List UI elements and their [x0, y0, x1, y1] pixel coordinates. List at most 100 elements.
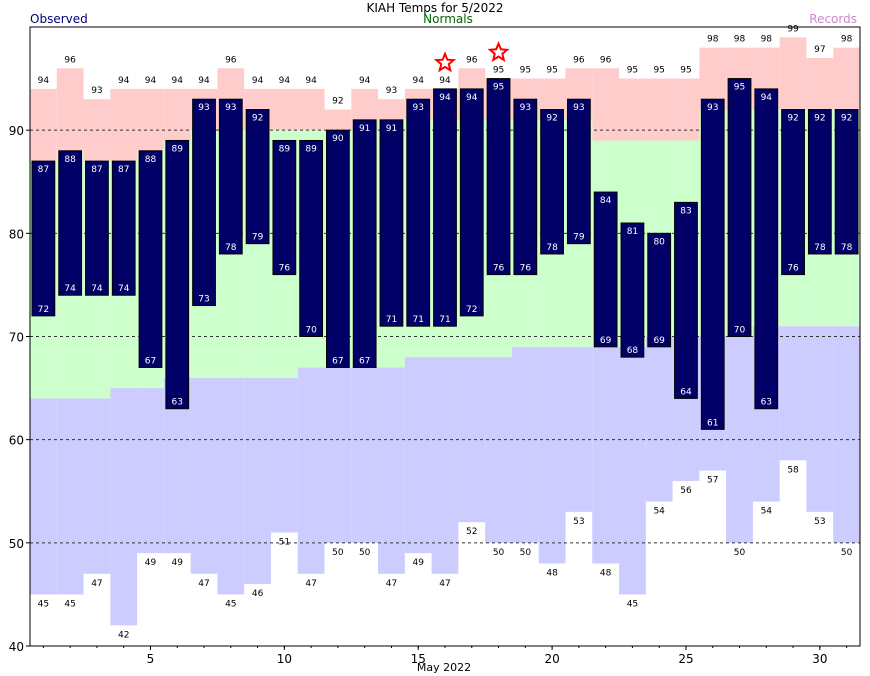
observed-bar	[540, 109, 564, 255]
record-low-band	[378, 367, 405, 574]
record-low-band	[806, 326, 834, 512]
record-low-label: 53	[573, 517, 584, 527]
observed-bar	[245, 109, 270, 245]
record-low-label: 53	[814, 517, 825, 527]
record-high-label: 95	[520, 66, 531, 76]
observed-bar	[111, 160, 136, 296]
observed-low-label: 72	[466, 305, 477, 315]
record-high-label: 95	[680, 66, 691, 76]
record-low-band	[56, 398, 84, 595]
record-low-label: 47	[439, 579, 450, 589]
record-low-label: 51	[279, 538, 290, 548]
record-low-band	[592, 346, 620, 564]
observed-high-label: 92	[546, 114, 557, 124]
observed-low-label: 74	[91, 284, 103, 294]
observed-high-label: 93	[520, 103, 531, 113]
axes: 40 50 60 70 80 90 5 10 15 20 25 30	[9, 26, 861, 666]
record-high-label: 93	[91, 86, 102, 96]
record-low-label: 45	[64, 599, 75, 609]
record-low-label: 50	[359, 548, 371, 558]
record-star	[487, 40, 510, 63]
observed-bar	[727, 78, 752, 337]
observed-low-label: 76	[493, 264, 505, 274]
observed-bar	[513, 98, 538, 276]
record-high-label: 98	[734, 35, 746, 45]
observed-high-label: 88	[64, 155, 76, 165]
record-low-band	[351, 367, 379, 543]
record-low-label: 42	[118, 630, 129, 640]
observed-low-label: 74	[64, 284, 76, 294]
observed-bar	[58, 150, 83, 296]
observed-high-label: 93	[573, 103, 584, 113]
observed-high-label: 81	[627, 227, 638, 237]
record-high-label: 97	[814, 45, 825, 55]
observed-high-label: 95	[493, 83, 504, 93]
record-low-band	[645, 336, 673, 502]
observed-low-label: 69	[653, 336, 665, 346]
observed-bar	[218, 98, 243, 255]
record-low-band	[404, 357, 432, 554]
record-high-label: 94	[252, 76, 264, 86]
observed-low-label: 79	[573, 233, 585, 243]
record-high-label: 96	[573, 55, 585, 65]
record-high-band	[324, 109, 352, 131]
observed-high-label: 92	[841, 114, 852, 124]
y-tick-label: 60	[9, 434, 24, 448]
observed-high-label: 92	[787, 114, 798, 124]
record-high-band	[645, 78, 673, 141]
record-high-band	[779, 37, 807, 110]
observed-low-label: 78	[814, 243, 826, 253]
record-low-label: 47	[91, 579, 102, 589]
legend-observed: Observed	[30, 12, 88, 26]
observed-high-label: 89	[305, 144, 317, 154]
record-high-label: 94	[38, 76, 50, 86]
record-high-band	[378, 99, 405, 120]
record-high-label: 94	[172, 76, 184, 86]
observed-bar	[593, 191, 618, 348]
record-high-label: 98	[841, 35, 853, 45]
record-high-label: 94	[198, 76, 210, 86]
observed-bar	[700, 98, 725, 430]
record-high-band	[592, 68, 620, 141]
x-tick-label: 15	[411, 652, 426, 666]
record-low-label: 56	[680, 486, 692, 496]
record-low-label: 45	[225, 599, 236, 609]
y-tick-label: 50	[9, 537, 24, 551]
observed-low-label: 79	[252, 233, 264, 243]
observed-high-label: 93	[412, 103, 423, 113]
record-high-label: 99	[787, 24, 799, 34]
observed-low-label: 68	[627, 346, 639, 356]
record-high-label: 94	[279, 76, 291, 86]
observed-low-label: 71	[439, 315, 450, 325]
record-low-band	[511, 346, 539, 543]
record-low-label: 57	[707, 476, 718, 486]
record-low-band	[538, 346, 566, 564]
record-low-band	[565, 346, 593, 512]
record-low-label: 58	[787, 465, 799, 475]
observed-low-label: 76	[279, 264, 291, 274]
x-tick-label: 5	[147, 652, 155, 666]
observed-low-label: 74	[118, 284, 130, 294]
observed-bar	[352, 119, 377, 368]
record-high-label: 96	[225, 55, 237, 65]
chart-title: KIAH Temps for 5/2022	[366, 1, 503, 15]
record-high-label: 95	[493, 66, 504, 76]
observed-bar	[406, 98, 431, 327]
observed-bar	[647, 232, 672, 348]
y-tick-label: 90	[9, 124, 24, 138]
observed-high-label: 80	[653, 237, 665, 247]
observed-high-label: 91	[386, 124, 397, 134]
record-high-label: 92	[332, 97, 343, 107]
x-tick-label: 10	[277, 652, 292, 666]
observed-low-label: 73	[198, 295, 209, 305]
observed-high-label: 87	[118, 165, 129, 175]
record-high-band	[806, 57, 834, 110]
record-high-band	[672, 78, 700, 141]
y-tick-label: 70	[9, 331, 24, 345]
record-low-label: 47	[198, 579, 209, 589]
record-high-label: 94	[305, 76, 317, 86]
record-high-band	[110, 88, 138, 162]
observed-low-label: 78	[546, 243, 558, 253]
record-high-label: 94	[359, 76, 371, 86]
record-high-label: 98	[707, 35, 719, 45]
